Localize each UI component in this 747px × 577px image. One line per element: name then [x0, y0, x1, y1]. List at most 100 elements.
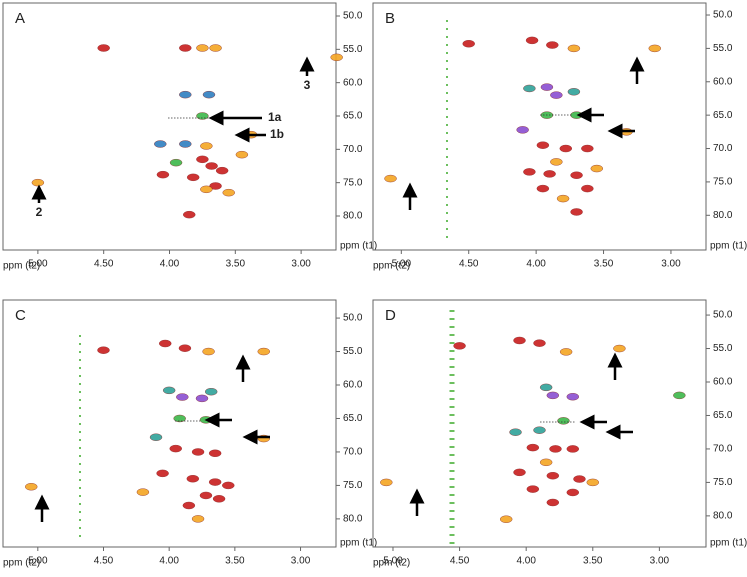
plot-frame	[2, 2, 337, 251]
peak	[97, 44, 110, 52]
y-tick-label: 50.0	[343, 11, 363, 22]
x-tick-label: 4.50	[450, 556, 470, 567]
peak	[546, 41, 559, 49]
peak	[222, 188, 235, 197]
x-tick-label: 3.50	[225, 556, 245, 567]
peak	[196, 44, 209, 52]
y-tick-label: 60.0	[713, 377, 733, 388]
peak	[559, 348, 573, 356]
x-tick-label: 3.50	[226, 259, 246, 270]
peak	[509, 428, 522, 436]
peak	[453, 342, 466, 350]
peak	[526, 485, 540, 493]
peak	[159, 339, 172, 348]
peak	[199, 491, 213, 500]
peak	[136, 488, 150, 496]
panel-label: B	[385, 10, 395, 27]
y-tick-label: 65.0	[343, 413, 363, 424]
peak	[182, 501, 196, 510]
peak	[179, 140, 192, 148]
y-tick-label: 50.0	[343, 313, 363, 324]
spectrum-panel: B 50.0 55.0 60.0 65.0 70.0 75.0 80.0 5.00 4.50 4.0…	[372, 2, 747, 272]
y-tick-label: 70.0	[713, 143, 733, 154]
panel-label: C	[15, 307, 26, 324]
x-axis-label: ppm (t2)	[3, 558, 40, 569]
y-tick-label: 75.0	[713, 177, 733, 188]
annotation: 2	[36, 205, 43, 219]
x-axis-label: ppm (t2)	[373, 261, 410, 272]
peak	[536, 141, 550, 149]
peak	[499, 515, 513, 523]
peak	[523, 168, 536, 176]
y-tick-label: 50.0	[713, 10, 733, 21]
y-axis-label: ppm (t1)	[710, 538, 747, 549]
peak	[550, 158, 563, 166]
x-tick-label: 3.50	[594, 259, 614, 270]
y-tick-label: 60.0	[343, 380, 363, 391]
y-tick-label: 50.0	[713, 310, 733, 321]
peak	[97, 346, 110, 354]
y-axis-label: ppm (t1)	[340, 241, 377, 252]
peak	[169, 444, 182, 453]
peak	[200, 142, 213, 150]
peak	[543, 170, 556, 178]
y-axis-label: ppm (t1)	[340, 538, 377, 549]
peak	[570, 171, 583, 179]
peak	[513, 468, 526, 477]
y-tick-label: 80.0	[343, 211, 363, 222]
peak	[586, 478, 599, 487]
peak	[173, 414, 186, 423]
plot-frame	[372, 2, 707, 251]
y-tick-label: 55.0	[713, 43, 733, 54]
spectrum-panel: D 50.0 55.0 60.0 65.0 70.0 75.0 80.0 5.00 4.50 4.0…	[372, 299, 747, 569]
peak	[462, 40, 475, 48]
peak	[613, 344, 626, 353]
x-tick-label: 5.00	[383, 556, 403, 567]
peak	[570, 111, 583, 119]
panel-label: D	[385, 307, 396, 324]
peak	[526, 443, 540, 452]
peak	[546, 391, 560, 400]
x-axis-label: ppm (t2)	[3, 261, 40, 272]
peak	[179, 44, 192, 52]
peak	[556, 194, 570, 203]
peak	[567, 44, 581, 53]
plot-frame	[2, 299, 337, 548]
x-tick-label: 4.00	[516, 556, 536, 567]
y-tick-label: 60.0	[713, 76, 733, 87]
peak	[176, 393, 189, 401]
peak	[205, 388, 218, 396]
annotation: 3	[304, 78, 311, 92]
x-tick-label: 5.00	[28, 259, 48, 270]
y-tick-label: 65.0	[713, 410, 733, 421]
peak	[215, 166, 229, 175]
peak	[516, 126, 529, 134]
y-tick-label: 70.0	[343, 144, 363, 155]
peak	[196, 155, 209, 164]
spectrum-panel: C 50.0 55.0 60.0 65.0 70.0 75.0 80.0 5.00 4.50 4.0…	[2, 299, 377, 569]
x-tick-label: 5.00	[392, 259, 412, 270]
peak	[581, 184, 594, 193]
x-tick-label: 3.00	[650, 556, 670, 567]
x-tick-label: 3.00	[291, 556, 311, 567]
peak	[523, 84, 536, 93]
x-tick-label: 4.00	[526, 259, 546, 270]
y-tick-label: 75.0	[713, 477, 733, 488]
x-tick-label: 4.00	[159, 556, 179, 567]
peak	[191, 448, 205, 456]
peak	[573, 475, 586, 483]
peak	[199, 416, 213, 424]
y-tick-label: 75.0	[343, 177, 363, 188]
peak	[559, 144, 572, 153]
x-tick-label: 3.00	[661, 259, 681, 270]
x-axis-label: ppm (t2)	[373, 558, 410, 569]
peak	[25, 483, 38, 491]
x-tick-label: 4.50	[459, 259, 479, 270]
peak	[566, 488, 580, 497]
panel-label: A	[15, 10, 25, 27]
x-tick-label: 3.00	[291, 259, 311, 270]
peak	[533, 339, 546, 347]
peak	[546, 498, 560, 507]
peak	[533, 426, 546, 434]
